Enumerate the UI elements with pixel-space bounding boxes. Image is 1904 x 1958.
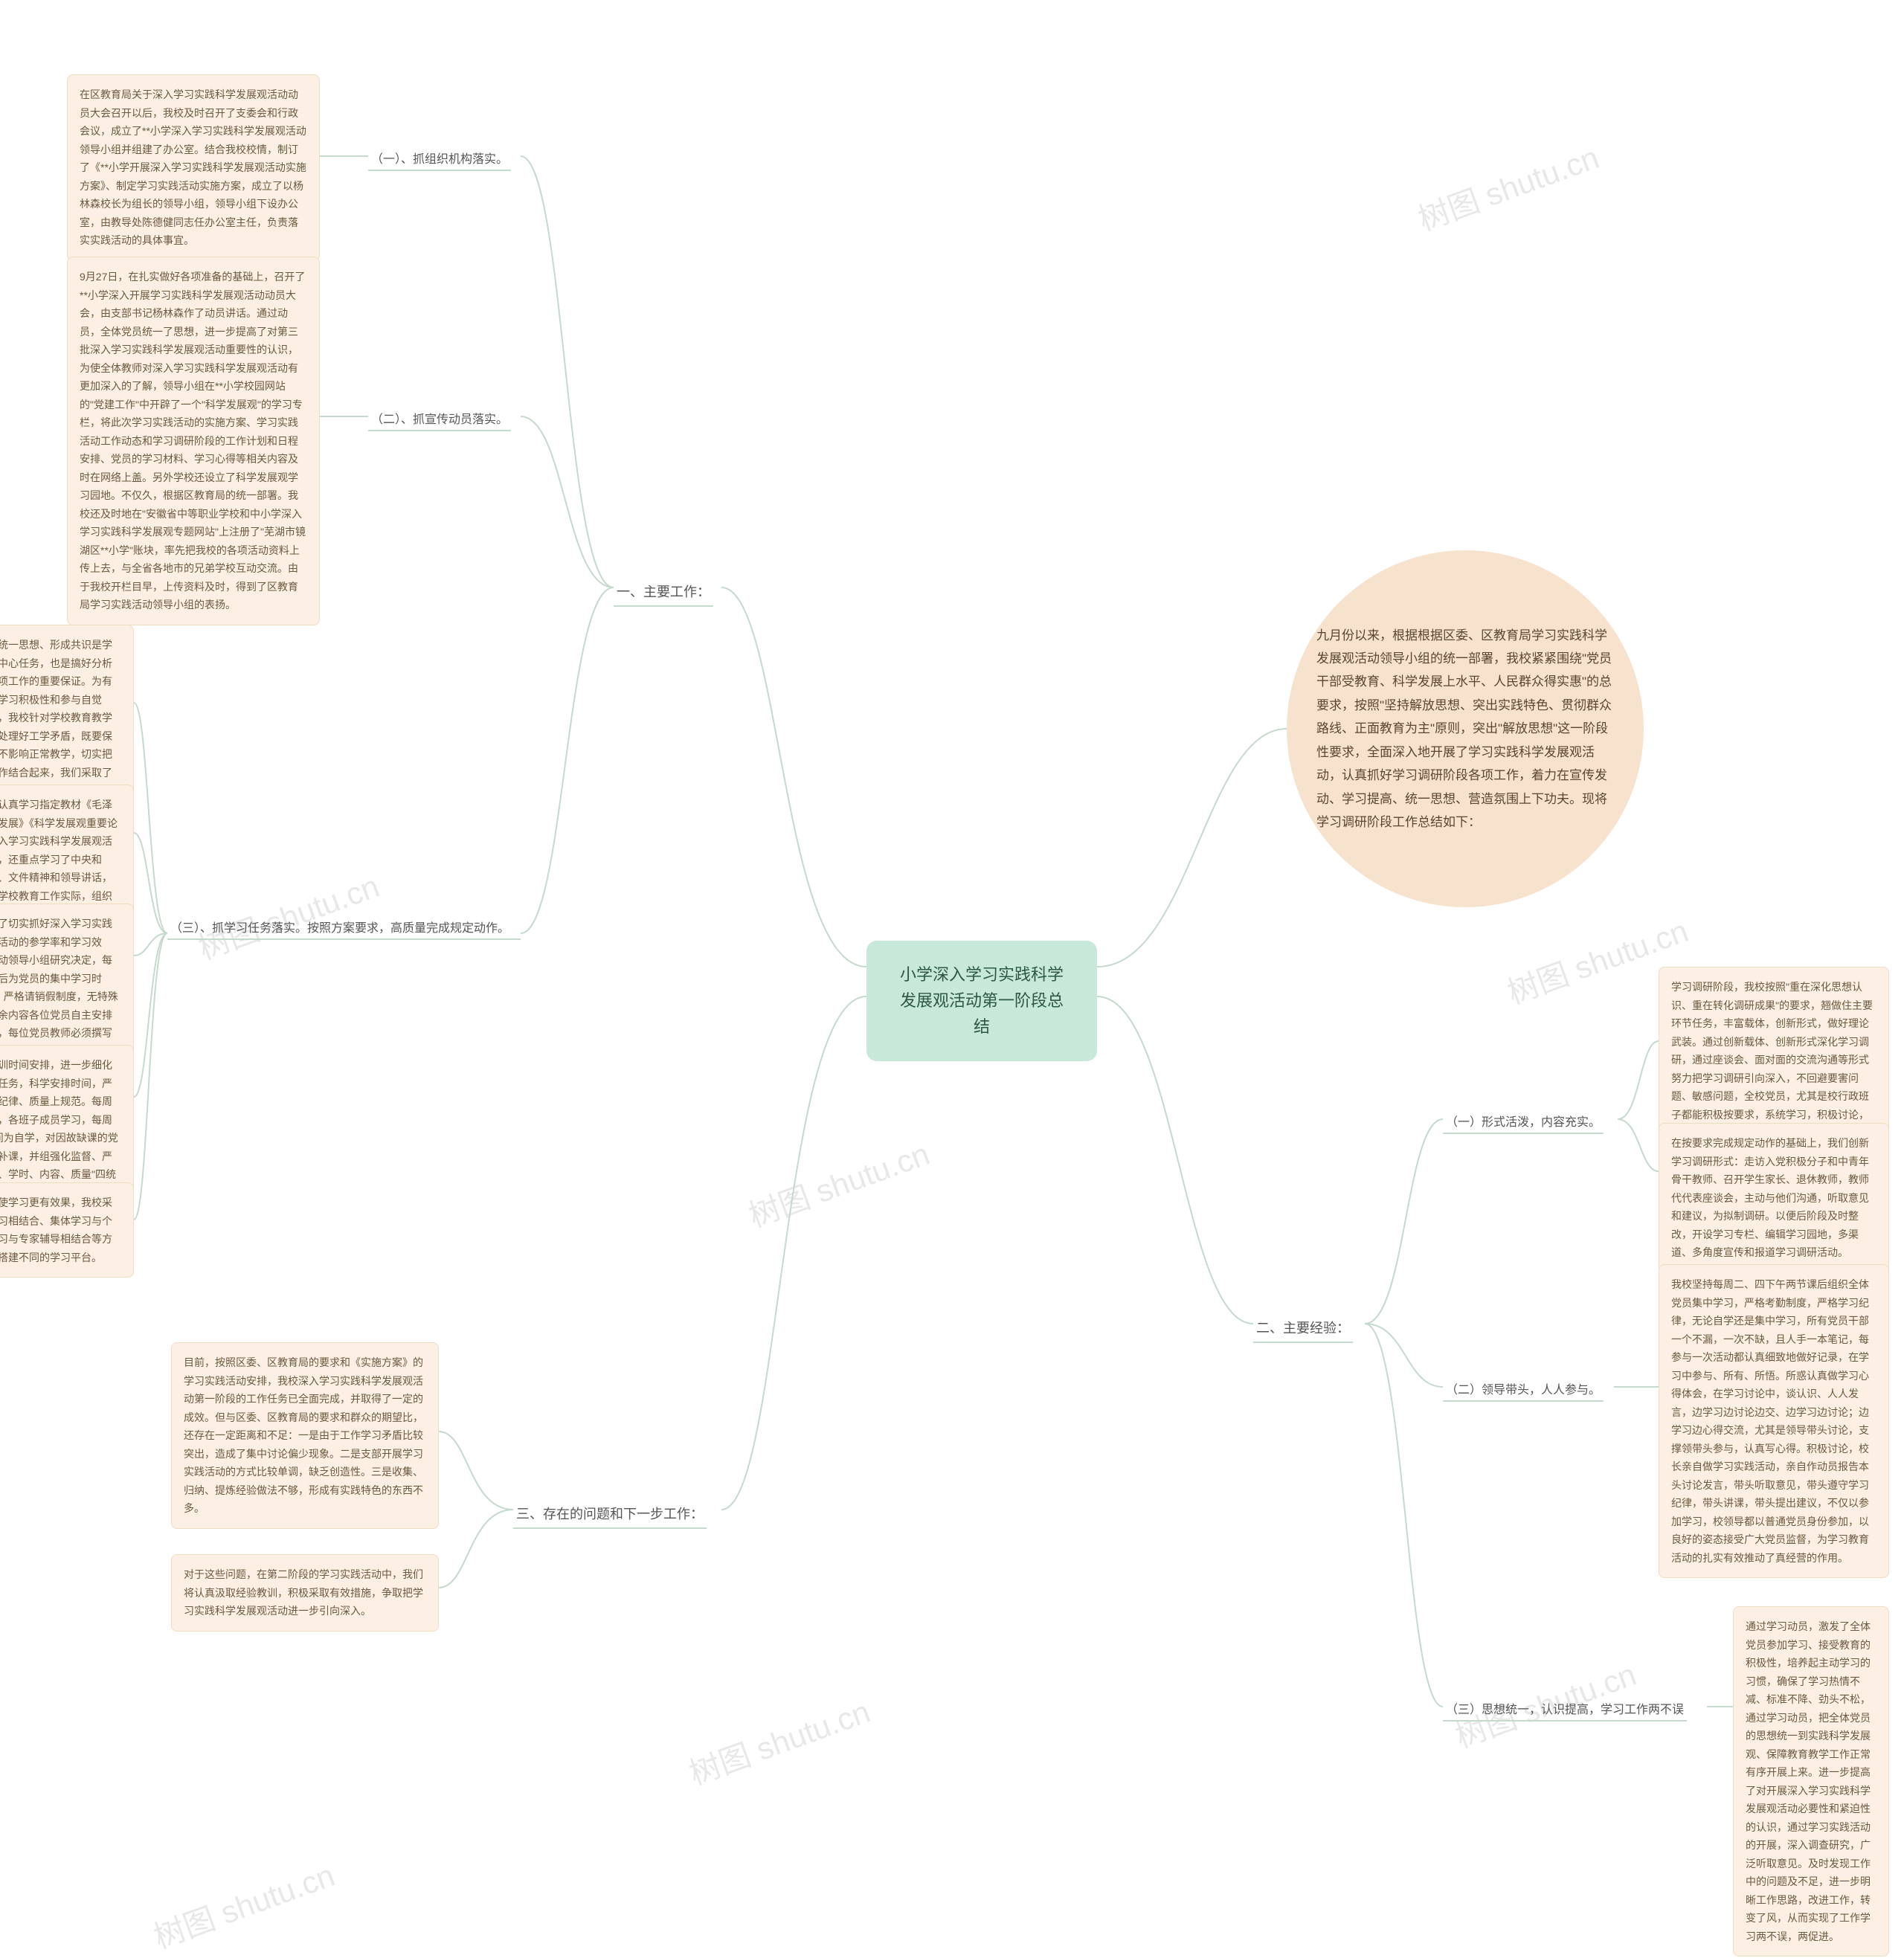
watermark: 树图 shutu.cn	[1411, 132, 1604, 239]
watermark: 树图 shutu.cn	[682, 1687, 875, 1794]
leaf-1-2: 9月27日，在扎实做好各项准备的基础上，召开了**小学深入开展学习实践科学发展观…	[67, 257, 320, 625]
sub-2-1: （一）形式活泼，内容充实。	[1443, 1109, 1604, 1134]
sub-1-2: （二）、抓宣传动员落实。	[368, 406, 511, 431]
leaf-2-2: 我校坚持每周二、四下午两节课后组织全体党员集中学习，严格考勤制度，严格学习纪律，…	[1659, 1264, 1889, 1578]
sub-1-3: （三）、抓学习任务落实。按照方案要求，高质量完成规定动作。	[167, 915, 521, 940]
center-topic: 小学深入学习实践科学发展观活动第一阶段总结	[866, 941, 1097, 1061]
leaf-3-1: 目前，按照区委、区教育局的要求和《实施方案》的学习实践活动安排，我校深入学习实践…	[171, 1342, 439, 1529]
leaf-2-1b: 在按要求完成规定动作的基础上，我们创新学习调研形式：走访入党积极分子和中青年骨干…	[1659, 1123, 1889, 1273]
intro-summary: 九月份以来，根据根据区委、区教育局学习实践科学发展观活动领导小组的统一部署，我校…	[1287, 550, 1644, 907]
leaf-1-1: 在区教育局关于深入学习实践科学发展观活动动员大会召开以后，我校及时召开了支委会和…	[67, 74, 320, 261]
leaf-3-2: 对于这些问题，在第二阶段的学习实践活动中，我们将认真汲取经验教训，积极采取有效措…	[171, 1554, 439, 1632]
watermark: 树图 shutu.cn	[742, 1129, 935, 1236]
branch-1: 一、主要工作：	[614, 577, 713, 607]
branch-2: 二、主要经验：	[1253, 1313, 1353, 1343]
sub-1-1: （一）、抓组织机构落实。	[368, 146, 511, 171]
intro-text: 九月份以来，根据根据区委、区教育局学习实践科学发展观活动领导小组的统一部署，我校…	[1316, 624, 1614, 834]
sub-2-3: （三）思想统一，认识提高，学习工作两不误	[1443, 1696, 1687, 1722]
leaf-1-3e: 三是丰富学习形式。为使学习更有效果，我校采取了集中学习与分散学习相结合、集体学习…	[0, 1182, 134, 1278]
leaf-2-3: 通过学习动员，激发了全体党员参加学习、接受教育的积极性，培养起主动学习的习惯，确…	[1733, 1606, 1889, 1957]
sub-2-2: （二）领导带头，人人参与。	[1443, 1376, 1604, 1402]
watermark: 树图 shutu.cn	[147, 1850, 340, 1957]
branch-3: 三、存在的问题和下一步工作：	[513, 1499, 707, 1529]
